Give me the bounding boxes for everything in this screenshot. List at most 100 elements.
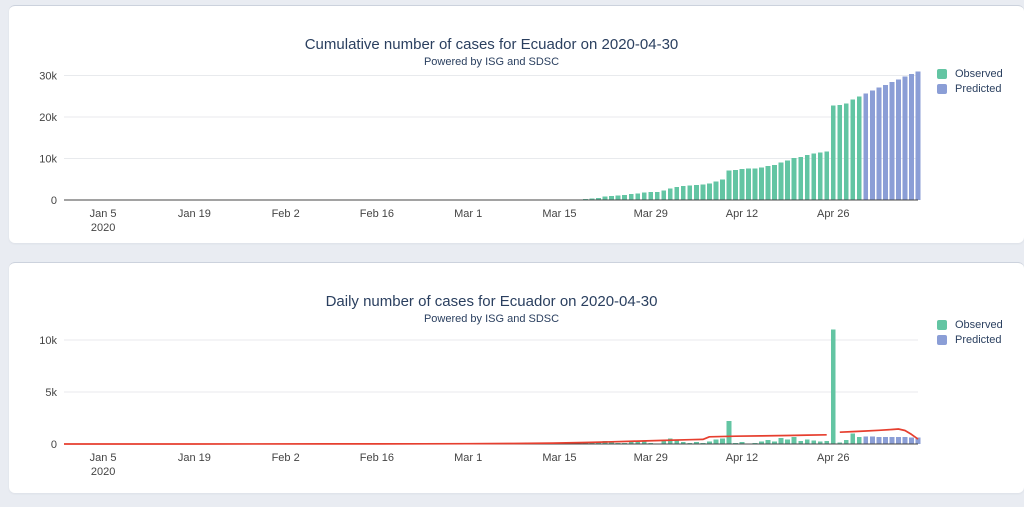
observed-bar[interactable] <box>694 184 699 200</box>
observed-bar[interactable] <box>817 441 823 445</box>
observed-bar[interactable] <box>700 442 706 444</box>
observed-bar[interactable] <box>798 441 804 444</box>
legend-item-observed[interactable]: Observed <box>937 66 1003 81</box>
observed-bar[interactable] <box>830 105 836 200</box>
legend-item-observed[interactable]: Observed <box>937 317 1003 332</box>
observed-bar[interactable] <box>843 440 849 444</box>
observed-bar[interactable] <box>635 442 641 444</box>
observed-bar[interactable] <box>661 441 667 444</box>
observed-bar[interactable] <box>726 170 732 200</box>
observed-bar[interactable] <box>752 168 758 200</box>
observed-bar[interactable] <box>648 442 654 444</box>
observed-bar[interactable] <box>667 188 673 200</box>
observed-bar[interactable] <box>804 439 810 444</box>
observed-bar[interactable] <box>674 439 680 444</box>
observed-bar[interactable] <box>589 198 595 201</box>
predicted-bar[interactable] <box>915 71 921 201</box>
observed-bar[interactable] <box>628 194 634 200</box>
daily-chart-canvas[interactable]: 0 5k 10k Jan 5 2020 Jan 19 Feb 2 Feb 16 Mar 1 Mar… <box>9 263 1024 493</box>
observed-bar[interactable] <box>759 167 764 200</box>
predicted-bar[interactable] <box>870 436 875 444</box>
observed-bar[interactable] <box>707 441 712 444</box>
observed-bar[interactable] <box>596 197 601 200</box>
observed-bar[interactable] <box>680 186 686 200</box>
observed-bar[interactable] <box>713 439 719 444</box>
observed-bar[interactable] <box>641 441 647 444</box>
observed-bar[interactable] <box>785 160 790 200</box>
observed-bar[interactable] <box>720 179 725 200</box>
observed-bar[interactable] <box>856 437 862 444</box>
observed-bar[interactable] <box>830 329 836 444</box>
observed-bar[interactable] <box>602 196 608 200</box>
predicted-bar[interactable] <box>896 437 901 444</box>
legend-item-predicted[interactable]: Predicted <box>937 81 1003 96</box>
observed-bar[interactable] <box>615 442 621 444</box>
observed-bar[interactable] <box>641 192 647 200</box>
observed-bar[interactable] <box>667 438 673 444</box>
observed-bar[interactable] <box>817 152 823 200</box>
observed-bar[interactable] <box>707 183 712 200</box>
observed-bar[interactable] <box>596 442 601 444</box>
observed-bar[interactable] <box>791 158 797 200</box>
observed-bar[interactable] <box>804 155 810 200</box>
observed-bar[interactable] <box>746 168 751 200</box>
predicted-bar[interactable] <box>863 93 869 201</box>
observed-bar[interactable] <box>856 96 862 201</box>
predicted-bar[interactable] <box>889 82 895 200</box>
observed-bar[interactable] <box>680 441 686 444</box>
observed-bar[interactable] <box>687 185 693 200</box>
observed-bar[interactable] <box>765 165 771 200</box>
predicted-bar[interactable] <box>883 436 888 444</box>
observed-bar[interactable] <box>772 164 777 200</box>
observed-bar[interactable] <box>785 439 790 444</box>
observed-bar[interactable] <box>726 421 732 444</box>
observed-bar[interactable] <box>609 195 614 200</box>
predicted-bar[interactable] <box>883 84 888 200</box>
observed-bar[interactable] <box>778 438 784 444</box>
observed-bar[interactable] <box>811 153 817 200</box>
observed-bar[interactable] <box>759 441 764 444</box>
predicted-bar[interactable] <box>896 79 901 200</box>
observed-bar[interactable] <box>850 99 856 200</box>
predicted-bar[interactable] <box>909 437 914 444</box>
observed-bar[interactable] <box>628 441 634 444</box>
observed-bar[interactable] <box>648 192 654 200</box>
cumulative-chart-canvas[interactable]: 0 10k 20k 30k Jan 5 2020 Jan 19 Feb 2 Feb 16 Mar … <box>9 6 1024 243</box>
observed-bar[interactable] <box>661 190 667 200</box>
observed-bar[interactable] <box>837 105 843 200</box>
predicted-bar[interactable] <box>902 76 908 200</box>
predicted-bar[interactable] <box>863 436 869 445</box>
observed-bar[interactable] <box>713 181 719 201</box>
observed-bar[interactable] <box>694 442 699 444</box>
observed-bar[interactable] <box>700 184 706 200</box>
observed-bar[interactable] <box>654 191 660 200</box>
observed-bar[interactable] <box>609 442 614 444</box>
legend-item-predicted[interactable]: Predicted <box>937 332 1003 347</box>
observed-bar[interactable] <box>765 440 771 444</box>
predicted-bar[interactable] <box>889 437 895 444</box>
predicted-bar[interactable] <box>915 437 921 444</box>
observed-bar[interactable] <box>837 442 843 445</box>
observed-bar[interactable] <box>843 103 849 201</box>
observed-bar[interactable] <box>739 169 745 200</box>
predicted-bar[interactable] <box>902 437 908 444</box>
observed-bar[interactable] <box>615 195 621 201</box>
observed-bar[interactable] <box>733 169 738 200</box>
predicted-bar[interactable] <box>876 436 882 444</box>
observed-bar[interactable] <box>772 441 777 444</box>
predicted-bar[interactable] <box>876 87 882 200</box>
observed-bar[interactable] <box>811 440 817 445</box>
observed-bar[interactable] <box>850 433 856 444</box>
observed-bar[interactable] <box>720 438 725 444</box>
observed-bar[interactable] <box>589 442 595 444</box>
observed-bar[interactable] <box>739 441 745 444</box>
observed-bar[interactable] <box>824 151 830 200</box>
predicted-bar[interactable] <box>870 90 875 200</box>
predicted-bar[interactable] <box>909 74 914 200</box>
observed-bar[interactable] <box>791 437 797 444</box>
observed-bar[interactable] <box>824 440 830 444</box>
observed-bar[interactable] <box>635 193 641 200</box>
observed-bar[interactable] <box>583 198 588 200</box>
observed-bar[interactable] <box>674 186 680 200</box>
observed-bar[interactable] <box>798 156 804 200</box>
